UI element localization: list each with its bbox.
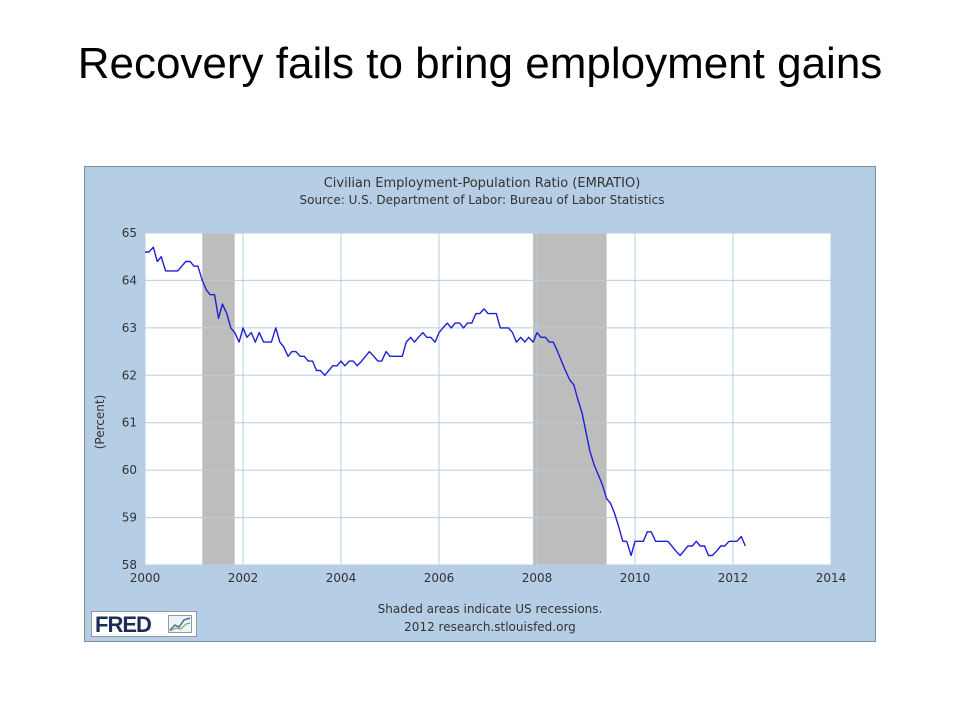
y-tick-label-61: 61 bbox=[122, 416, 137, 430]
y-tick-label-65: 65 bbox=[122, 226, 137, 240]
y-tick-label-60: 60 bbox=[122, 463, 137, 477]
chart-subtitle: Source: U.S. Department of Labor: Bureau… bbox=[300, 193, 665, 207]
x-tick-labels: 2000 2002 2004 2006 2008 2010 2012 2014 bbox=[130, 571, 847, 585]
y-tick-label-58: 58 bbox=[122, 558, 137, 572]
line-chart: Civilian Employment-Population Ratio (EM… bbox=[93, 176, 847, 634]
fred-logo: FRED bbox=[91, 611, 197, 637]
recession-band-2 bbox=[533, 233, 607, 565]
y-tick-label-64: 64 bbox=[122, 273, 137, 287]
recession-shading bbox=[202, 233, 607, 565]
y-tick-label-63: 63 bbox=[122, 321, 137, 335]
series-line-1 bbox=[145, 246, 746, 557]
chart-panel: Civilian Employment-Population Ratio (EM… bbox=[84, 166, 876, 642]
series-layer bbox=[145, 246, 746, 557]
x-tick-label-2008: 2008 bbox=[522, 571, 553, 585]
x-tick-label-2004: 2004 bbox=[326, 571, 357, 585]
recession-band-1 bbox=[202, 233, 235, 565]
plot-area bbox=[145, 233, 831, 565]
x-tick-label-2000: 2000 bbox=[130, 571, 161, 585]
plot-border bbox=[144, 232, 832, 566]
y-tick-label-59: 59 bbox=[122, 511, 137, 525]
chart-footnote: Shaded areas indicate US recessions. bbox=[378, 602, 603, 616]
small-line-chart-icon bbox=[168, 615, 192, 633]
y-axis-label: (Percent) bbox=[93, 395, 107, 450]
x-tick-label-2006: 2006 bbox=[424, 571, 455, 585]
slide-title: Recovery fails to bring employment gains bbox=[77, 39, 883, 88]
chart-credit: 2012 research.stlouisfed.org bbox=[404, 620, 576, 634]
y-tick-labels: 58 59 60 61 62 63 64 65 bbox=[122, 226, 137, 572]
fred-logo-text: FRED bbox=[95, 612, 152, 637]
x-tick-label-2014: 2014 bbox=[816, 571, 847, 585]
x-tick-label-2002: 2002 bbox=[228, 571, 259, 585]
chart-title: Civilian Employment-Population Ratio (EM… bbox=[324, 176, 641, 191]
grid-lines bbox=[144, 232, 832, 566]
y-tick-label-62: 62 bbox=[122, 368, 137, 382]
x-tick-label-2010: 2010 bbox=[620, 571, 651, 585]
x-tick-label-2012: 2012 bbox=[718, 571, 749, 585]
